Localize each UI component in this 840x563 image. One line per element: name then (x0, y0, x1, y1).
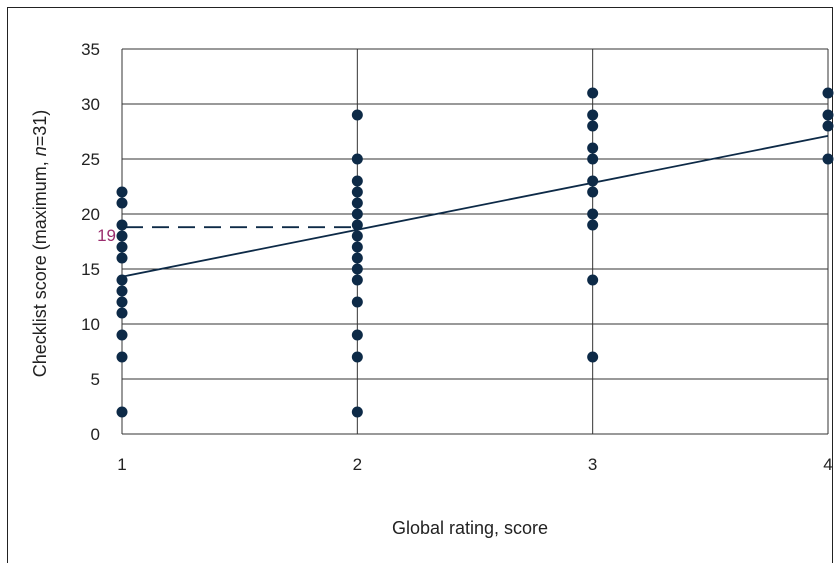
data-point (587, 274, 599, 286)
data-point (587, 175, 599, 187)
data-point (116, 219, 128, 231)
data-point (351, 197, 363, 209)
data-point (587, 142, 599, 154)
data-point (116, 329, 128, 341)
data-point (351, 351, 363, 363)
data-point (587, 219, 599, 231)
data-point (587, 120, 599, 132)
data-point (351, 208, 363, 220)
data-point (822, 87, 834, 99)
data-point (116, 307, 128, 319)
data-point (116, 274, 128, 286)
x-tick-label: 3 (588, 455, 597, 474)
data-point (587, 208, 599, 220)
x-axis-ticks: 1 2 3 4 (117, 455, 832, 474)
reference-line-label: 19 (97, 226, 116, 245)
data-point (587, 153, 599, 165)
grid-lines (121, 48, 829, 435)
x-tick-label: 4 (823, 455, 832, 474)
data-point (351, 241, 363, 253)
chart-frame (7, 7, 833, 563)
x-tick-label: 2 (353, 455, 362, 474)
data-point (587, 351, 599, 363)
regression-line-layer (121, 135, 829, 278)
data-point (116, 406, 128, 418)
data-point (822, 120, 834, 132)
y-tick-label: 20 (81, 205, 100, 224)
y-axis-label-italic: n (30, 146, 50, 156)
x-tick-label: 1 (117, 455, 126, 474)
data-point (116, 296, 128, 308)
data-point (116, 285, 128, 297)
y-axis-label: Checklist score (maximum, n=31) (30, 110, 50, 378)
y-tick-label: 25 (81, 150, 100, 169)
y-tick-label: 35 (81, 40, 100, 59)
y-tick-label: 5 (91, 370, 100, 389)
data-point (351, 263, 363, 275)
y-tick-label: 0 (91, 425, 100, 444)
data-point (822, 109, 834, 121)
data-point (116, 230, 128, 242)
data-point (351, 175, 363, 187)
data-point (351, 274, 363, 286)
data-point (351, 153, 363, 165)
data-point (351, 329, 363, 341)
data-point (351, 252, 363, 264)
data-point (351, 296, 363, 308)
y-tick-label: 15 (81, 260, 100, 279)
data-point (587, 87, 599, 99)
data-point (116, 241, 128, 253)
y-axis-ticks: 0 5 10 15 20 25 30 35 (81, 40, 100, 444)
data-point (587, 186, 599, 198)
data-point (116, 351, 128, 363)
data-point (822, 153, 834, 165)
x-axis-label: Global rating, score (392, 518, 548, 538)
y-tick-label: 30 (81, 95, 100, 114)
regression-line (121, 135, 829, 278)
y-axis-label-part3: =31) (30, 110, 50, 147)
data-point (116, 252, 128, 264)
data-point (351, 230, 363, 242)
data-point (351, 406, 363, 418)
data-point (351, 109, 363, 121)
y-axis-label-part1: Checklist score (maximum, (30, 156, 50, 377)
data-point (351, 186, 363, 198)
data-points (116, 87, 834, 418)
data-point (587, 109, 599, 121)
data-point (351, 219, 363, 231)
data-point (116, 197, 128, 209)
y-tick-label: 10 (81, 315, 100, 334)
reference-line-group: 19 (97, 226, 358, 245)
data-point (116, 186, 128, 198)
